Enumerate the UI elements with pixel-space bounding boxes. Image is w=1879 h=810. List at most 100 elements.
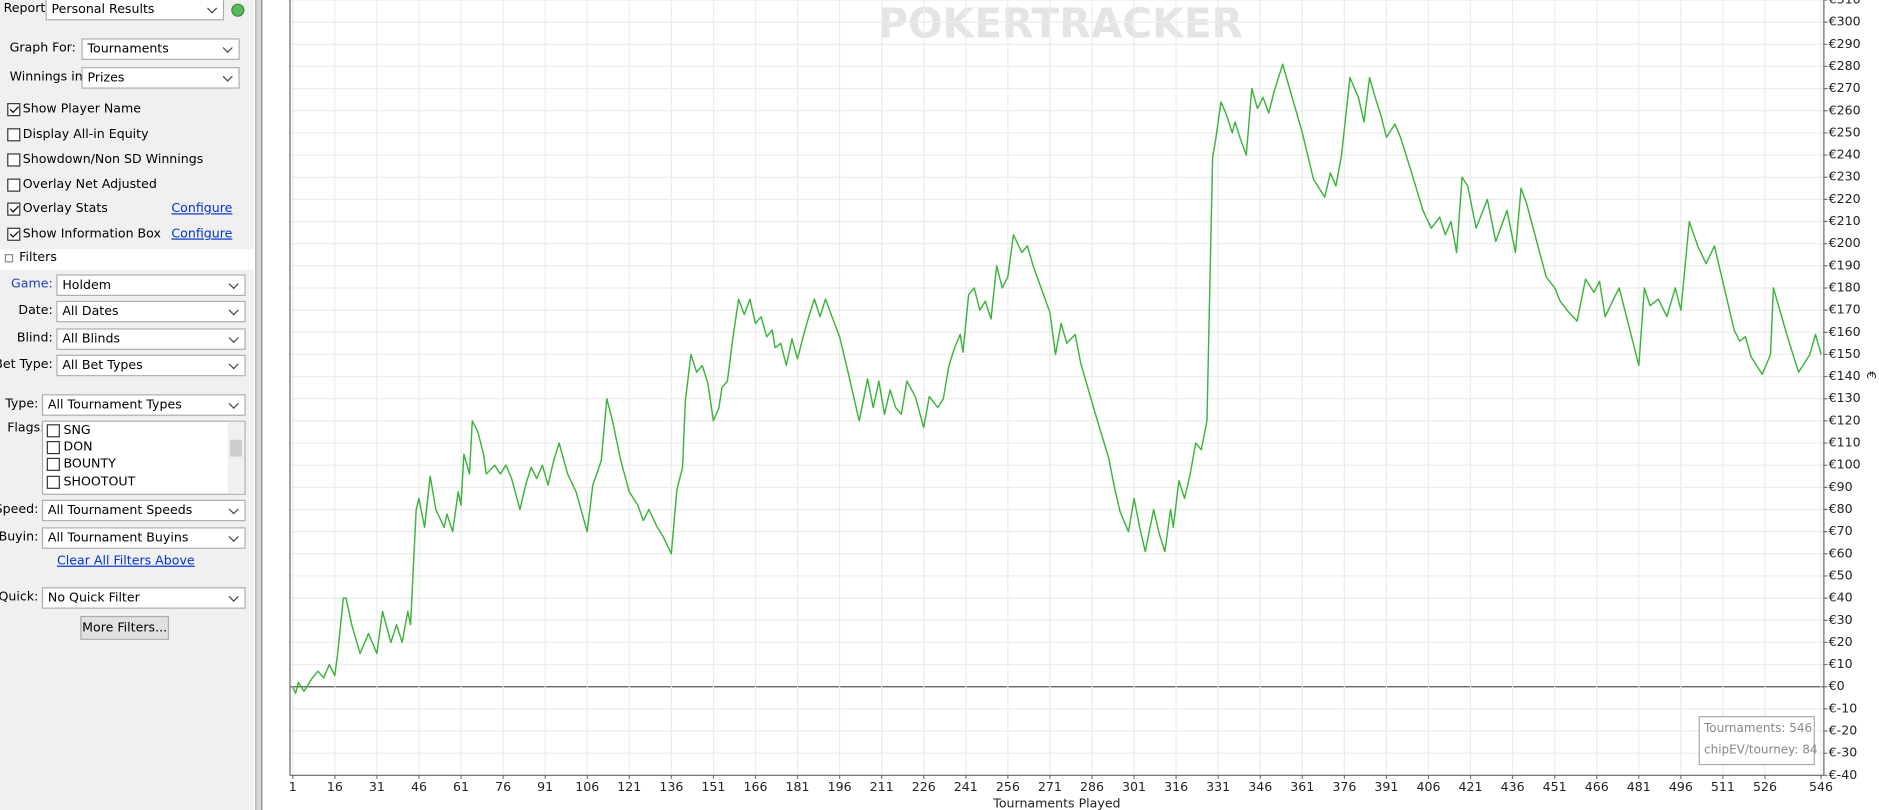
x-tick-label: 166 <box>743 779 767 794</box>
dropdown[interactable]: Personal Results <box>45 0 225 21</box>
x-tick-label: 286 <box>1080 779 1104 794</box>
y-tick-label: €220 <box>1829 191 1861 206</box>
configure-link[interactable]: Configure <box>171 226 233 241</box>
label: Speed: <box>0 502 39 517</box>
flags-list[interactable] <box>41 420 246 495</box>
y-tick-label: €310 <box>1829 0 1861 7</box>
info-text: chipEV/tourney: 84 <box>1704 743 1817 757</box>
y-tick-label: €40 <box>1829 590 1853 605</box>
y-tick-label: €190 <box>1829 257 1861 272</box>
checkbox[interactable] <box>7 103 21 117</box>
y-tick-label: €70 <box>1829 523 1853 538</box>
chart-background <box>261 0 1879 810</box>
x-tick-label: 106 <box>575 779 599 794</box>
collapse-icon[interactable] <box>4 254 14 263</box>
x-tick-label: 271 <box>1038 779 1062 794</box>
x-tick-label: 256 <box>996 779 1020 794</box>
x-tick-label: 241 <box>954 779 978 794</box>
dropdown[interactable]: Tournaments <box>81 38 240 60</box>
x-tick-label: 346 <box>1248 779 1272 794</box>
x-tick-label: 76 <box>495 779 511 794</box>
label: Flags: <box>7 420 45 435</box>
x-tick-label: 511 <box>1711 779 1735 794</box>
checkbox[interactable] <box>46 458 60 472</box>
configure-link[interactable]: Configure <box>171 201 233 216</box>
y-tick-label: €-40 <box>1829 767 1858 782</box>
x-tick-label: 421 <box>1459 779 1483 794</box>
series-line <box>292 63 1822 695</box>
label: Quick: <box>0 589 39 604</box>
y-tick-label: €300 <box>1829 14 1861 29</box>
x-tick-label: 316 <box>1164 779 1188 794</box>
x-tick-label: 181 <box>786 779 810 794</box>
dropdown[interactable]: Prizes <box>81 67 240 89</box>
button[interactable]: More Filters... <box>80 615 169 640</box>
label: Game: <box>11 276 53 292</box>
dropdown[interactable]: All Bet Types <box>56 354 246 377</box>
checkbox[interactable] <box>46 475 60 489</box>
checkbox[interactable] <box>7 202 21 216</box>
x-tick-label: 136 <box>659 779 683 794</box>
y-tick-label: €230 <box>1829 169 1861 184</box>
dropdown[interactable]: All Tournament Speeds <box>41 499 246 522</box>
clear-link[interactable]: Clear All Filters Above <box>56 553 195 569</box>
y-tick-label: €130 <box>1829 390 1861 405</box>
checkbox[interactable] <box>46 424 60 438</box>
label: Bet Type: <box>0 357 53 372</box>
x-tick-label: 226 <box>912 779 936 794</box>
y-tick-label: €90 <box>1829 479 1853 494</box>
y-tick-label: €-30 <box>1829 745 1858 760</box>
checkbox[interactable] <box>7 153 21 167</box>
y-tick-label: €290 <box>1829 36 1861 51</box>
x-tick-label: 451 <box>1543 779 1567 794</box>
label: Show Player Name <box>22 101 142 117</box>
label: DON <box>63 440 93 455</box>
dropdown[interactable]: All Tournament Buyins <box>41 527 246 549</box>
y-tick-label: €0 <box>1829 678 1845 693</box>
x-tick-label: 1 <box>289 779 297 794</box>
label: Show Information Box <box>22 226 161 241</box>
checkbox[interactable] <box>46 441 60 455</box>
x-axis-label: Tournaments Played <box>992 796 1120 810</box>
checkbox[interactable] <box>7 178 21 192</box>
y-tick-label: €260 <box>1829 102 1861 117</box>
label: Overlay Stats <box>22 201 108 216</box>
y-tick-label: €180 <box>1829 279 1861 294</box>
dropdown[interactable]: All Dates <box>56 300 246 323</box>
help-icon[interactable] <box>231 3 245 17</box>
dropdown[interactable]: No Quick Filter <box>41 587 246 609</box>
label: Blind: <box>16 330 53 346</box>
y-tick-label: €120 <box>1829 412 1861 427</box>
x-tick-label: 16 <box>327 779 343 794</box>
x-tick-label: 151 <box>701 779 725 794</box>
splitter[interactable] <box>255 0 263 810</box>
label: Buyin: <box>0 529 39 545</box>
dropdown[interactable]: All Tournament Types <box>41 394 246 416</box>
x-tick-label: 436 <box>1501 779 1525 794</box>
y-tick-label: €30 <box>1829 612 1853 627</box>
label: Graph For: <box>9 40 76 56</box>
label: SHOOTOUT <box>63 474 136 489</box>
x-tick-label: 46 <box>411 779 427 794</box>
label: Filters <box>19 250 57 265</box>
y-tick-label: €140 <box>1829 368 1861 383</box>
filters-header <box>0 249 255 270</box>
scroll-thumb <box>230 439 243 457</box>
dropdown[interactable]: All Blinds <box>56 328 246 350</box>
info-box <box>1698 716 1815 766</box>
label: Date: <box>18 303 53 318</box>
x-tick-label: 91 <box>537 779 553 794</box>
label: Report: <box>3 1 50 16</box>
y-tick-label: €270 <box>1829 80 1861 95</box>
watermark: POKERTRACKER <box>878 0 1243 47</box>
y-tick-label: €210 <box>1829 213 1861 228</box>
checkbox[interactable] <box>7 227 21 241</box>
x-tick-label: 361 <box>1290 779 1314 794</box>
x-tick-label: 331 <box>1206 779 1230 794</box>
x-tick-label: 546 <box>1809 779 1833 794</box>
label: BOUNTY <box>63 457 116 472</box>
checkbox[interactable] <box>7 128 21 142</box>
y-tick-label: €20 <box>1829 634 1853 649</box>
dropdown[interactable]: Holdem <box>56 274 246 296</box>
